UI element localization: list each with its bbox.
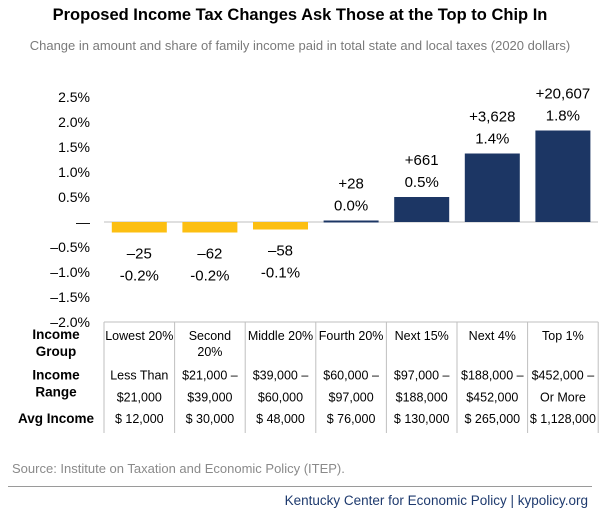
y-tick-label: –2.0%: [50, 314, 90, 330]
amount-label: +20,607: [536, 86, 591, 103]
chart-subtitle: Change in amount and share of family inc…: [29, 38, 571, 53]
table-cell: Top 1%: [542, 329, 584, 343]
y-tick-label: –1.5%: [50, 289, 90, 305]
share-label: 0.0%: [334, 198, 368, 215]
table-cell: Or More: [540, 391, 586, 405]
table-cell: $ 130,000: [394, 412, 450, 426]
share-label: -0.1%: [261, 265, 300, 282]
table-row-header: Avg Income: [18, 411, 95, 426]
table-row-header: Range: [35, 385, 77, 400]
amount-label: –62: [197, 246, 222, 263]
y-tick-label: 2.5%: [58, 89, 90, 105]
table-cell: $97,000: [329, 391, 374, 405]
share-label: 1.4%: [475, 131, 509, 148]
table-cell: Middle 20%: [248, 329, 313, 343]
amount-label: +28: [338, 176, 363, 193]
chart-title: Proposed Income Tax Changes Ask Those at…: [52, 6, 548, 24]
table-cell: $452,000: [466, 391, 518, 405]
bar: [464, 153, 520, 222]
credit-line: Kentucky Center for Economic Policy | ky…: [284, 493, 588, 508]
y-tick-label: –0.5%: [50, 239, 90, 255]
table-cell: $97,000 –: [394, 369, 450, 383]
amount-label: –58: [268, 243, 293, 260]
y-tick-label: 0.5%: [58, 189, 90, 205]
table-row-header: Group: [36, 344, 77, 359]
table-cell: $60,000 –: [323, 369, 379, 383]
table-cell: Lowest 20%: [105, 329, 173, 343]
table-cell: $452,000 –: [532, 369, 595, 383]
bar: [253, 222, 308, 230]
table-row-header: Income: [32, 368, 80, 383]
table-cell: $ 48,000: [256, 412, 305, 426]
table-cell: $39,000 –: [253, 369, 309, 383]
bar: [535, 130, 591, 222]
amount-label: +3,628: [469, 109, 515, 126]
table-cell: Next 4%: [469, 329, 516, 343]
bar: [182, 222, 238, 233]
share-label: -0.2%: [190, 268, 229, 285]
table-cell: Fourth 20%: [319, 329, 384, 343]
table-cell: $60,000: [258, 391, 303, 405]
y-tick-label: 1.0%: [58, 164, 90, 180]
table-cell: Second: [189, 329, 231, 343]
table-cell: Next 15%: [395, 329, 449, 343]
table-cell: $ 12,000: [115, 412, 164, 426]
share-label: -0.2%: [120, 268, 159, 285]
source-note: Source: Institute on Taxation and Econom…: [12, 461, 345, 476]
footer-divider: [8, 486, 592, 487]
y-tick-label: 2.0%: [58, 114, 90, 130]
table-cell: $188,000 –: [461, 369, 524, 383]
y-tick-label: 1.5%: [58, 139, 90, 155]
table-cell: $21,000 –: [182, 369, 238, 383]
share-label: 0.5%: [405, 174, 439, 191]
table-cell: $188,000: [396, 391, 448, 405]
table-cell: $ 76,000: [327, 412, 376, 426]
amount-label: –25: [127, 246, 152, 263]
bar: [111, 222, 167, 233]
amount-label: +661: [405, 152, 439, 169]
table-cell: $21,000: [117, 391, 162, 405]
y-tick-label: —: [76, 214, 90, 230]
bar: [394, 197, 450, 222]
table-cell: Less Than: [110, 369, 168, 383]
table-cell: $ 265,000: [464, 412, 520, 426]
y-tick-label: –1.0%: [50, 264, 90, 280]
table-cell: 20%: [197, 345, 222, 359]
bar: [323, 220, 379, 223]
share-label: 1.8%: [546, 108, 580, 125]
bar-chart: 2.5% 2.0% 1.5% 1.0% 0.5% — –0.5% –1.0% –1.5% –2.0…: [18, 86, 599, 433]
table-cell: $ 30,000: [186, 412, 235, 426]
table-cell: $ 1,128,000: [530, 412, 596, 426]
table-cell: $39,000: [187, 391, 232, 405]
table-row-header: Income: [32, 327, 80, 342]
